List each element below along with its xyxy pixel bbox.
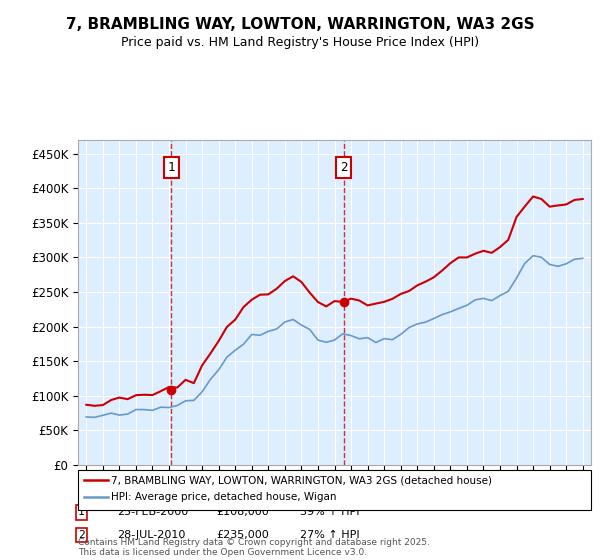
Text: £235,000: £235,000 (216, 530, 269, 540)
Text: Contains HM Land Registry data © Crown copyright and database right 2025.
This d: Contains HM Land Registry data © Crown c… (78, 538, 430, 557)
Text: 27% ↑ HPI: 27% ↑ HPI (300, 530, 359, 540)
Text: £108,000: £108,000 (216, 507, 269, 517)
Text: 28-JUL-2010: 28-JUL-2010 (117, 530, 185, 540)
Text: 1: 1 (168, 161, 175, 174)
Text: HPI: Average price, detached house, Wigan: HPI: Average price, detached house, Wiga… (111, 492, 337, 502)
Text: 7, BRAMBLING WAY, LOWTON, WARRINGTON, WA3 2GS (detached house): 7, BRAMBLING WAY, LOWTON, WARRINGTON, WA… (111, 475, 492, 486)
Text: 2: 2 (78, 530, 85, 540)
Text: 1: 1 (78, 507, 85, 517)
Text: Price paid vs. HM Land Registry's House Price Index (HPI): Price paid vs. HM Land Registry's House … (121, 36, 479, 49)
Text: 2: 2 (340, 161, 347, 174)
Text: 25-FEB-2000: 25-FEB-2000 (117, 507, 188, 517)
Text: 7, BRAMBLING WAY, LOWTON, WARRINGTON, WA3 2GS: 7, BRAMBLING WAY, LOWTON, WARRINGTON, WA… (65, 17, 535, 32)
Text: 39% ↑ HPI: 39% ↑ HPI (300, 507, 359, 517)
